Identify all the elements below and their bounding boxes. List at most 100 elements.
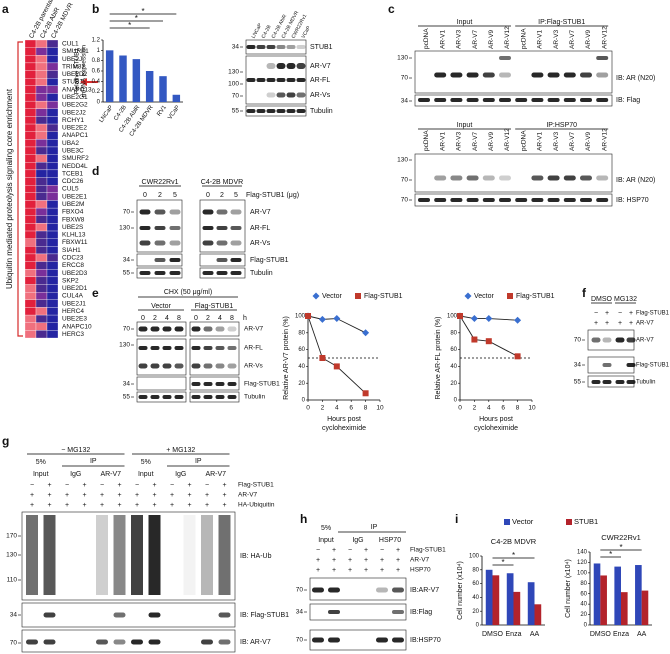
x-tick-label: 0 [306,405,310,412]
mw-marker: 34 [296,609,304,616]
group-label: Vector [151,303,172,310]
heat-cell [46,116,59,125]
band [450,72,463,78]
band [266,92,276,98]
band [499,198,511,202]
condition-label: Flag-STUB1 [636,311,670,317]
band [580,175,592,181]
blot [189,376,240,391]
band [215,382,225,386]
x-tick-label: 4 [487,405,491,412]
gene-label: HERC4 [62,308,84,315]
bar [593,563,601,625]
point [470,315,478,323]
panel-letter: b [92,2,99,16]
gene-label: FBXW11 [62,239,88,246]
band [499,56,511,60]
band [563,98,576,102]
band [547,198,560,202]
gene-label: UBE2D2 [62,71,88,78]
band [139,226,151,230]
point [514,353,521,360]
point [362,390,369,397]
band [227,363,237,369]
heat-cell [46,55,59,64]
heat-cell [46,292,59,300]
row-label: IB: Flag-STUB1 [240,612,289,619]
load-label: 5% [141,459,151,466]
heat-cell [35,192,48,201]
panel-letter: d [92,164,99,178]
band [256,78,266,82]
row-label: AR-V7 [244,326,264,333]
point [362,329,370,337]
heat-cell [46,261,59,270]
lane-label: AR-V1 [537,29,544,49]
heat-cell [46,123,59,132]
band [450,175,463,181]
band [139,209,151,215]
band [596,56,609,60]
band [191,395,201,399]
band [626,380,636,384]
heat-cell [46,139,59,148]
mw-marker: 55 [574,379,582,386]
panel-letter: c [388,2,395,16]
time-label: 8 [177,315,181,322]
sign: + [100,502,104,509]
bar [119,55,127,102]
band [580,98,592,102]
significance: * [501,558,504,567]
sign: + [82,492,86,499]
band [591,337,601,343]
band [602,380,612,384]
heat-cell [46,146,59,155]
gene-label: UBE2G1 [62,94,88,101]
gene-label: ERCC8 [62,262,84,269]
mw-marker: 130 [228,69,239,76]
heat-cell [46,39,59,48]
heat-cell [35,185,48,193]
band [148,612,161,618]
band [466,175,479,181]
band [328,610,340,614]
band [227,326,237,332]
y-tick-label: 0.2 [92,89,101,95]
legend-marker [507,293,513,299]
bar [132,59,141,102]
heat-cell [46,307,59,316]
heat-cell [35,238,48,247]
band [328,637,340,643]
band [276,63,286,69]
lane-label: AR-V3 [553,131,560,151]
band [482,198,495,202]
mw-marker: 130 [397,157,408,164]
y-tick-label: 100 [469,554,480,560]
blot [309,629,407,651]
sign: + [605,320,609,327]
heat-cell [35,230,48,239]
heat-cell [35,108,48,117]
band [482,98,495,102]
band [286,78,296,82]
gene-label: SKP2 [62,277,79,284]
lane-label: AR-V7 [569,29,576,49]
dose-label: 0 [143,192,147,199]
heat-cell [24,62,37,71]
condition-label: HSP70 [410,567,431,574]
row-label: AR-V7 [636,338,654,344]
x-tick-label: 10 [376,405,384,412]
blot [245,39,307,55]
y-tick-label: 60 [298,347,305,353]
y-axis-label: mRNA expression [81,45,88,97]
band [150,346,160,350]
bracket [17,41,23,337]
bar [621,592,628,625]
band [202,271,214,275]
heat-cell [46,253,59,262]
band [202,209,214,215]
heat-cell [24,146,37,155]
gene-label: UBE2D1 [62,285,88,292]
heat-cell [24,85,37,94]
heat-cell [24,200,37,209]
